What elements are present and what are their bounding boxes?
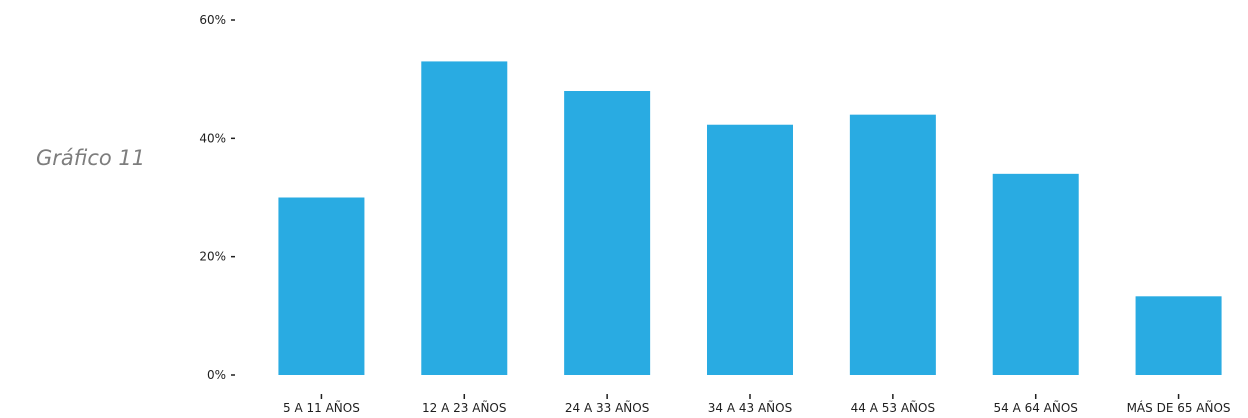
bar <box>564 91 651 375</box>
bar <box>1135 296 1222 375</box>
y-axis: 0% 20% 40% 60% <box>199 13 235 382</box>
y-tick-label: 0% <box>207 368 226 382</box>
y-tick-label: 60% <box>199 13 226 27</box>
y-tick-label: 20% <box>199 250 226 264</box>
chart-caption: Gráfico 11 <box>36 146 146 170</box>
x-tick-label: 54 A 64 AÑOS <box>993 400 1077 415</box>
bar <box>707 124 793 375</box>
x-tick-label: 24 A 33 AÑOS <box>565 400 649 415</box>
bar <box>992 173 1079 375</box>
bar <box>278 197 365 375</box>
bars-group <box>278 61 1222 376</box>
bar <box>849 114 936 376</box>
x-axis: 5 A 11 AÑOS 12 A 23 AÑOS 24 A 33 AÑOS 34 A … <box>283 394 1231 415</box>
x-tick-label: 5 A 11 AÑOS <box>283 400 360 415</box>
x-tick-label: 44 A 53 AÑOS <box>851 400 935 415</box>
x-tick-label: 12 A 23 AÑOS <box>422 400 506 415</box>
bar <box>421 61 508 376</box>
x-tick-label: MÁS DE 65 AÑOS <box>1127 400 1231 415</box>
x-tick-label: 34 A 43 AÑOS <box>708 400 792 415</box>
y-tick-label: 40% <box>199 131 226 145</box>
